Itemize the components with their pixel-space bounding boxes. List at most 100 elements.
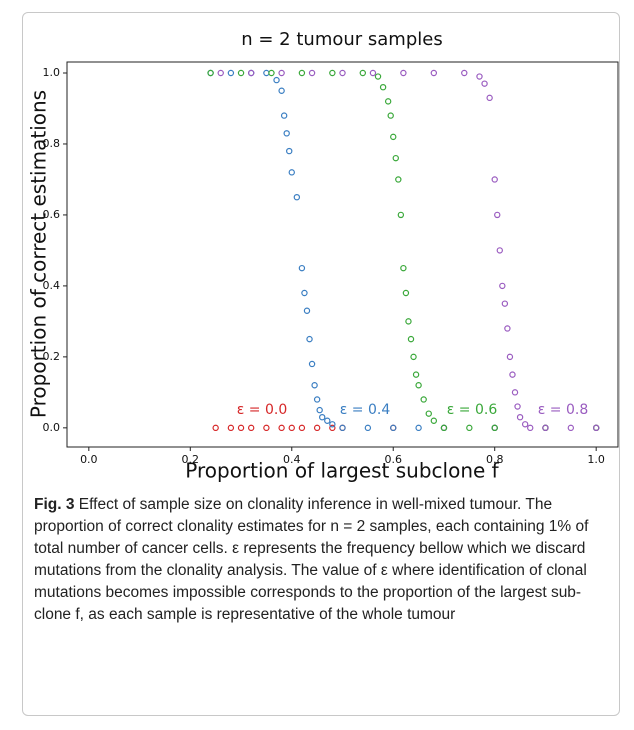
point xyxy=(247,69,255,77)
point xyxy=(425,410,432,417)
series-label: ε = 0.0 xyxy=(237,402,287,418)
point xyxy=(514,403,521,410)
point xyxy=(412,371,420,378)
point xyxy=(567,424,575,432)
point xyxy=(379,83,387,91)
point xyxy=(263,424,270,432)
point xyxy=(410,353,417,361)
point xyxy=(293,193,301,201)
point xyxy=(339,424,346,432)
point xyxy=(397,211,405,219)
point xyxy=(316,406,323,414)
point xyxy=(390,133,397,141)
x-tick-label: 0.6 xyxy=(384,453,402,466)
point xyxy=(374,73,382,80)
point xyxy=(400,69,407,77)
y-tick-label: 1.0 xyxy=(43,66,61,79)
point xyxy=(402,289,410,297)
point xyxy=(430,69,438,77)
y-tick-label: 0.0 xyxy=(43,421,61,434)
point xyxy=(542,424,549,432)
point xyxy=(499,282,506,290)
point xyxy=(288,424,295,432)
point xyxy=(308,360,316,368)
point xyxy=(415,424,422,432)
point xyxy=(359,69,366,77)
x-tick-label: 0.8 xyxy=(486,453,504,466)
point xyxy=(278,87,285,94)
point xyxy=(407,335,415,343)
y-tick-label: 0.4 xyxy=(43,279,61,292)
point xyxy=(496,247,503,254)
y-axis-label: Proportion of correct estimations xyxy=(27,90,51,418)
point xyxy=(227,69,235,77)
point xyxy=(395,176,402,183)
x-tick-label: 0.2 xyxy=(182,453,200,466)
point xyxy=(319,413,326,421)
point xyxy=(369,69,377,77)
point xyxy=(491,424,498,432)
point xyxy=(440,424,448,432)
point xyxy=(476,73,483,80)
point xyxy=(237,69,245,77)
point xyxy=(415,382,422,389)
point xyxy=(288,169,295,176)
caption-label: Fig. 3 xyxy=(34,496,75,513)
point xyxy=(298,264,306,272)
point xyxy=(491,176,498,183)
point xyxy=(278,69,285,77)
point xyxy=(506,353,514,361)
point xyxy=(286,147,293,155)
chart-title: n = 2 tumour samples xyxy=(241,29,442,50)
point xyxy=(516,413,524,421)
point xyxy=(273,76,280,84)
point xyxy=(339,69,346,77)
point xyxy=(217,69,224,77)
point xyxy=(278,424,285,432)
y-tick-label: 0.2 xyxy=(43,350,61,363)
point xyxy=(329,421,336,428)
point xyxy=(390,424,397,432)
point xyxy=(486,94,493,102)
point xyxy=(392,154,399,162)
point xyxy=(521,421,529,428)
y-tick-label: 0.6 xyxy=(43,208,61,221)
point xyxy=(527,424,534,432)
point xyxy=(313,424,321,432)
point xyxy=(364,424,372,432)
point xyxy=(268,69,275,77)
point xyxy=(301,289,308,297)
point xyxy=(420,396,427,403)
series-label: ε = 0.4 xyxy=(340,402,391,418)
point xyxy=(592,424,600,432)
point xyxy=(511,389,519,396)
point xyxy=(387,112,394,119)
point xyxy=(384,98,392,105)
point xyxy=(207,69,214,77)
x-tick-label: 1.0 xyxy=(587,453,605,466)
point xyxy=(481,80,488,87)
x-tick-label: 0.0 xyxy=(80,453,98,466)
point xyxy=(227,424,235,432)
point xyxy=(298,69,306,77)
point xyxy=(237,424,245,432)
point xyxy=(212,424,219,432)
point xyxy=(306,335,313,343)
chart: n = 2 tumour samples Proportion of large… xyxy=(27,29,619,483)
point xyxy=(247,424,255,432)
point xyxy=(461,69,468,77)
y-tick-label: 0.8 xyxy=(43,137,61,150)
point xyxy=(324,417,331,424)
point xyxy=(263,69,270,77)
point xyxy=(329,69,336,77)
point xyxy=(400,264,407,272)
caption-text: Effect of sample size on clonality infer… xyxy=(34,496,589,623)
x-tick-label: 0.4 xyxy=(283,453,301,466)
series-label: ε = 0.8 xyxy=(538,402,588,418)
point xyxy=(466,424,473,432)
point xyxy=(298,424,306,432)
point xyxy=(509,371,516,378)
point xyxy=(308,69,316,77)
point xyxy=(430,417,438,424)
